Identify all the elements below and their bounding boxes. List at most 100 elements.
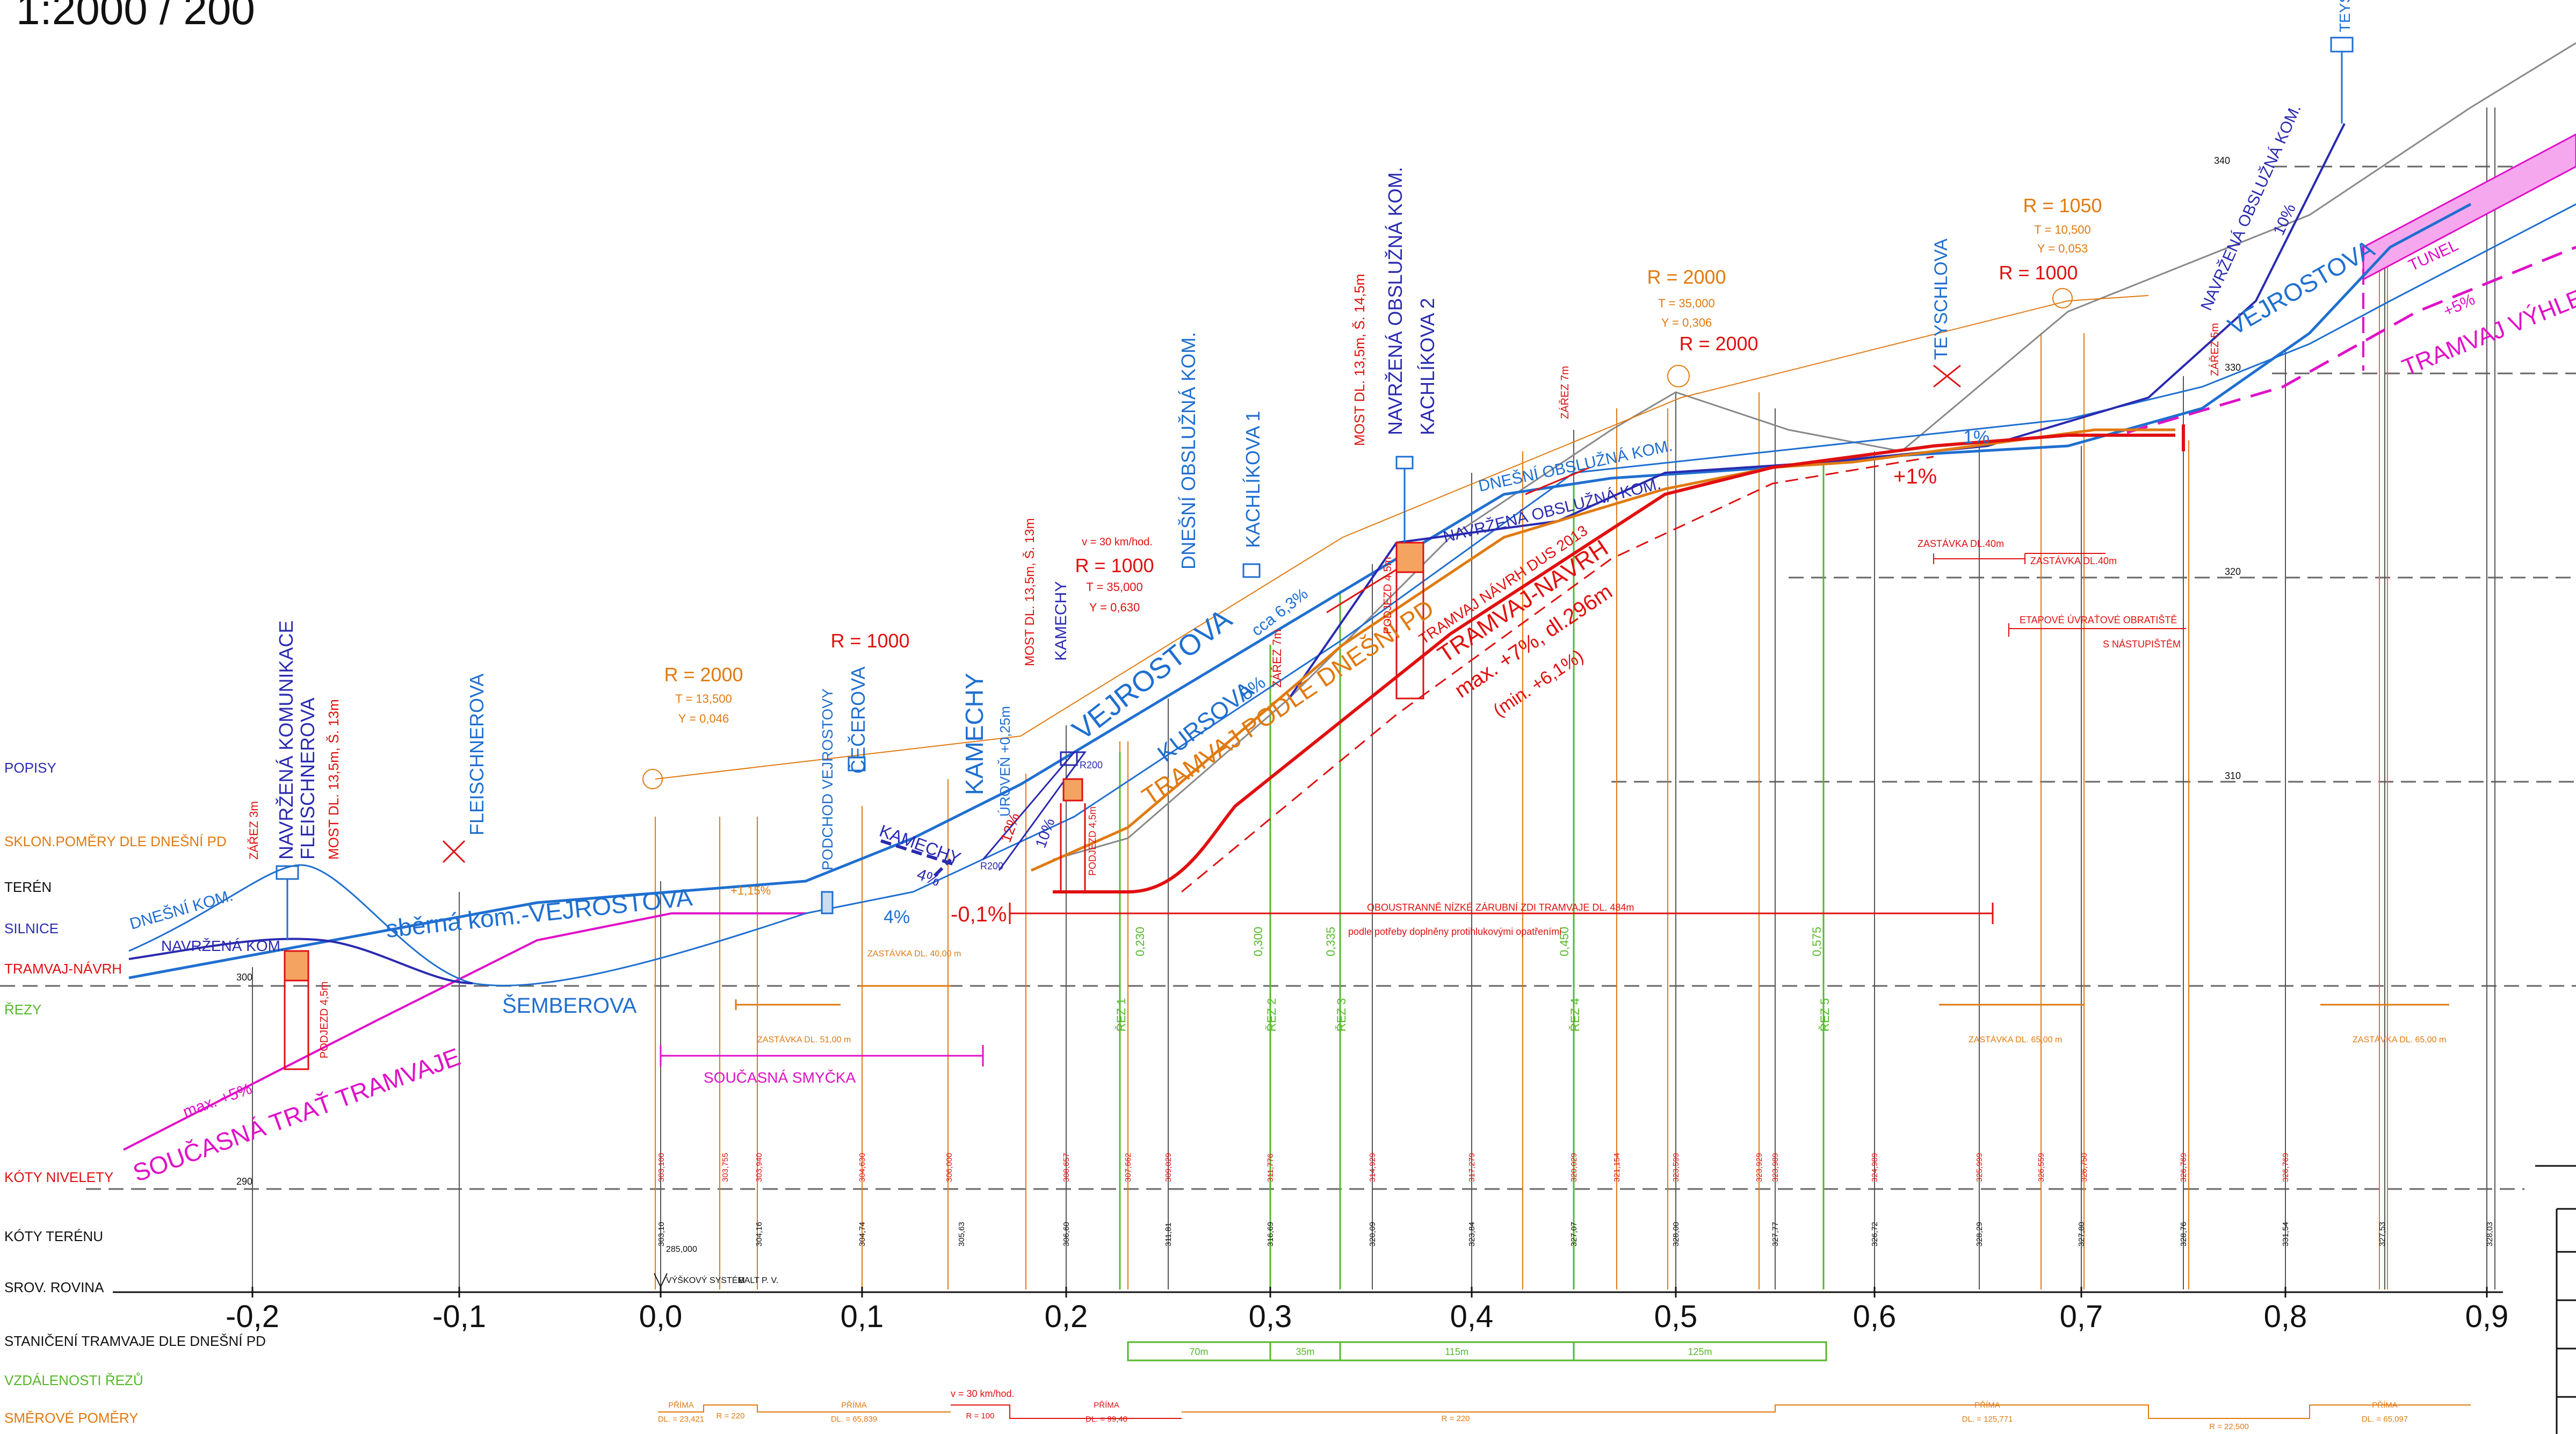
grade-elevation: 308,657 xyxy=(1062,1153,1071,1182)
svg-text:R = 1000: R = 1000 xyxy=(1075,554,1154,577)
existing-tram-line xyxy=(123,912,806,1151)
curve-r2000-c: R = 2000 xyxy=(1679,333,1758,355)
curve-r2000-a: R = 2000 T = 13,500 Y = 0,046 xyxy=(664,664,743,725)
label-existing-tram: SOUČASNÁ TRAŤ TRAMVAJE xyxy=(129,1042,464,1187)
svg-text:Y = 0,046: Y = 0,046 xyxy=(678,712,729,725)
label-pct-minus01: -0,1% xyxy=(951,903,1007,926)
station-label: 0,4 xyxy=(1450,1299,1494,1334)
retaining-wall-extent xyxy=(1009,903,1994,924)
label-fleischnerova: FLEISCHNEROVA xyxy=(296,698,319,860)
designed-road-line xyxy=(128,938,473,984)
bridge-kachlikova xyxy=(1395,542,1424,573)
label-fleischnerova-2: FLEISCHNEROVA xyxy=(466,674,488,835)
grade-elevation: 326,750 xyxy=(2080,1153,2089,1182)
label-designed-road: NAVRŽENÁ KOM. xyxy=(161,938,285,954)
label-designed-service-road: NAVRŽENÁ OBSLUŽNÁ KOM. xyxy=(1384,167,1406,435)
row-label-rezy: ŘEZY xyxy=(4,1001,41,1018)
svg-text:Y = 0,306: Y = 0,306 xyxy=(1661,316,1712,329)
row-label-vzdalenosti: VZDÁLENOSTI ŘEZŮ xyxy=(4,1372,143,1388)
bridge-kamechy xyxy=(1062,778,1083,802)
label-cecerova: ČEČEROVA xyxy=(847,667,869,774)
label-pct-115: +1,15% xyxy=(730,884,771,897)
label-bridge-3: MOST DL. 13,5m, Š. 14,5m xyxy=(1351,274,1367,446)
svg-text:Y = 0,630: Y = 0,630 xyxy=(1089,601,1140,614)
label-underpass-2: PODJEZD 4,5m xyxy=(1382,557,1394,634)
label-r200-a: R200 xyxy=(980,861,1003,871)
label-stop-51: ZASTÁVKA DL. 51,00 m xyxy=(757,1034,851,1044)
alignment-label: PŘÍMA xyxy=(668,1401,694,1410)
label-kachlikova-1: KACHLÍKOVA 1 xyxy=(1242,411,1264,548)
grade-elevation: 306,000 xyxy=(945,1153,954,1182)
orange-grade-line xyxy=(655,295,2149,780)
terrain-elevation: 304,16 xyxy=(755,1222,764,1246)
terrain-elevation: 327,77 xyxy=(1771,1222,1780,1246)
station-ticks xyxy=(251,1287,2488,1298)
svg-text:Y = 0,053: Y = 0,053 xyxy=(2037,242,2088,255)
section-distance: 70m xyxy=(1189,1346,1208,1357)
svg-text:T = 10,500: T = 10,500 xyxy=(2034,223,2090,236)
grade-elevation: 309,029 xyxy=(1164,1153,1173,1182)
label-kachlikova-2: KACHLÍKOVA 2 xyxy=(1416,298,1438,435)
label-stop-40-00: ZASTÁVKA DL. 40,00 m xyxy=(867,948,961,959)
alignment-label: DL. = 125,771 xyxy=(1962,1415,2013,1424)
bridge-fleischnerova xyxy=(284,950,309,982)
terrain-elevation: 328,29 xyxy=(1975,1222,1984,1246)
cross-section-value: 0,450 xyxy=(1558,927,1571,956)
alignment-label: DL. = 65,839 xyxy=(831,1415,877,1424)
bridge-posts xyxy=(284,572,1424,1070)
grade-elevation: 303,100 xyxy=(657,1153,666,1182)
vertical-guides xyxy=(252,107,2495,1289)
row-label-smerove: SMĚROVÉ POMĚRY xyxy=(4,1410,138,1426)
vertical-curve-circles xyxy=(642,288,2073,789)
label-staged-turnaround: ETAPOVÉ ÚVRAŤOVÉ OBRATIŠTĚ xyxy=(2020,614,2177,625)
grade-elevation: 321,154 xyxy=(1612,1153,1622,1182)
cross-section-label: ŘEZ 1 xyxy=(1115,998,1128,1032)
label-cut-7m: ZÁŘEZ 7m xyxy=(1270,629,1284,688)
stop-extents-red xyxy=(1933,553,2186,637)
cross-section-label: ŘEZ 2 xyxy=(1265,998,1278,1032)
grade-elevation: 323,929 xyxy=(1755,1153,1764,1182)
label-collector-road: sběrná kom.-VEJROSTOVA xyxy=(385,883,694,943)
alignment-label: PŘÍMA xyxy=(1974,1401,2000,1410)
kamechy-branch xyxy=(880,839,957,877)
alignment-label: PŘÍMA xyxy=(841,1401,867,1410)
row-label-sklon: SKLON.POMĚRY DLE DNEŠNÍ PD xyxy=(4,833,227,849)
elevation-grid xyxy=(0,165,2576,1190)
stop-extents-orange xyxy=(735,985,2449,1010)
label-existing-loop: SOUČASNÁ SMYČKA xyxy=(704,1069,856,1086)
tunnel-hatch xyxy=(2362,133,2576,281)
grade-elevation: 304,630 xyxy=(858,1153,867,1182)
svg-text:T = 13,500: T = 13,500 xyxy=(675,692,732,705)
label-stop-65a: ZASTÁVKA DL. 65,00 m xyxy=(1969,1034,2062,1044)
terrain-elevation: 303,10 xyxy=(657,1222,666,1246)
terrain-elevation: 323,84 xyxy=(1467,1222,1477,1246)
cross-section-label: ŘEZ 3 xyxy=(1335,998,1348,1032)
station-label: 0,2 xyxy=(1045,1299,1088,1334)
label-pct-10: 10% xyxy=(2270,201,2299,238)
grade-elevation: 311,776 xyxy=(1266,1154,1275,1182)
grade-elevation: 325,999 xyxy=(1975,1153,1984,1182)
station-label: -0,2 xyxy=(226,1299,279,1334)
label-designed-communication: NAVRŽENÁ KOMUNIKACE xyxy=(275,621,297,860)
label-pct-1: 1% xyxy=(1963,427,1989,448)
curve-r2000-b: R = 2000 T = 35,000 Y = 0,306 xyxy=(1647,266,1726,329)
grade-elevation: 320,029 xyxy=(1569,1153,1579,1182)
label-stop-40a: ZASTÁVKA DL.40m xyxy=(1917,538,2004,549)
terrain-elevation: 328,03 xyxy=(2485,1222,2494,1246)
section-distance-bars xyxy=(1127,1341,1827,1361)
terrain-elevation: 331,54 xyxy=(2281,1222,2290,1246)
red-dim-lines xyxy=(1326,466,1590,614)
existing-road-line xyxy=(128,203,2576,986)
row-label-tramvaj: TRAMVAJ-NÁVRH xyxy=(4,961,122,977)
label-existing-tram-max: max. +5% xyxy=(180,1080,254,1121)
designed-service-road-line xyxy=(1288,123,2346,700)
elevation-mark: 320 xyxy=(2225,566,2241,577)
terrain-elevation: 327,53 xyxy=(2378,1222,2387,1246)
terrain-elevation: 304,74 xyxy=(858,1222,867,1246)
drawing-scale-title: 1:2000 / 200 xyxy=(16,0,255,33)
grade-elevation: 326,769 xyxy=(2281,1153,2290,1182)
elevation-mark: 300 xyxy=(236,972,252,983)
grade-elevation: 326,769 xyxy=(2179,1153,2188,1182)
terrain-line xyxy=(1052,42,2576,861)
label-pct-10b: 10% xyxy=(1032,816,1058,850)
